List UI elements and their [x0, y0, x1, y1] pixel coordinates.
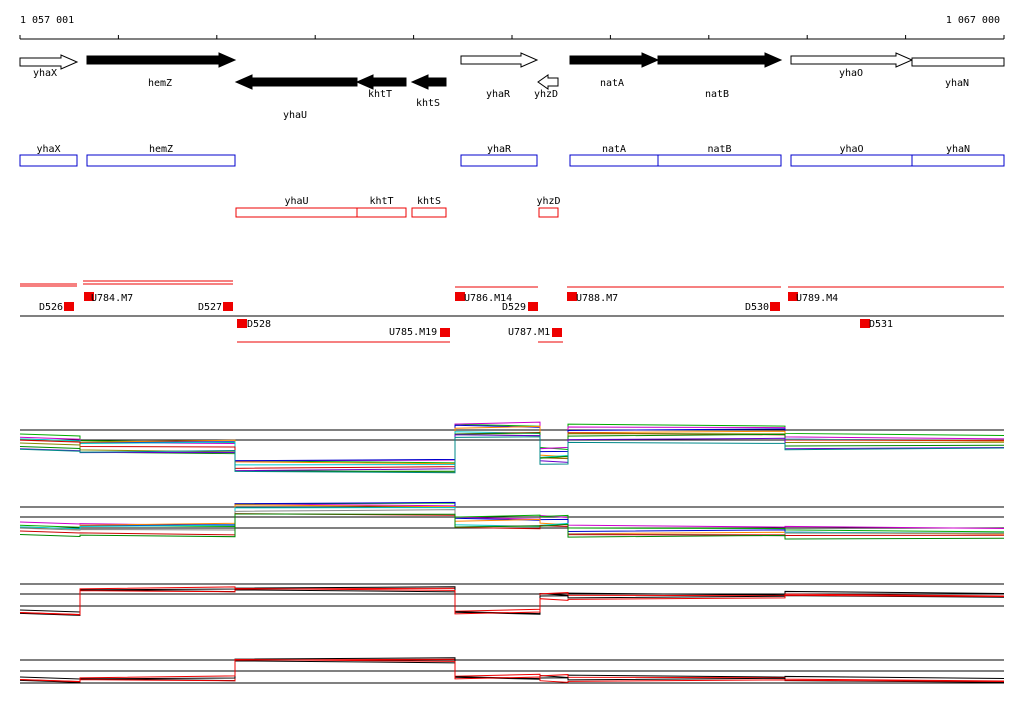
feature-label: D528	[247, 319, 271, 330]
expression-trace	[19, 423, 1005, 464]
feature-mark	[64, 302, 74, 311]
ruler-end: 1 067 000	[946, 15, 1000, 26]
blue-box-label: natA	[602, 144, 626, 155]
expression-trace	[19, 504, 1005, 535]
gene-arrow	[537, 74, 559, 90]
feature-mark	[237, 319, 247, 328]
expression-trace	[19, 503, 1005, 529]
blue-box-label: yhaN	[946, 144, 970, 155]
feature-label: D529	[502, 302, 526, 313]
red-box	[538, 207, 559, 218]
gene-label: hemZ	[148, 78, 172, 89]
feature-mark	[552, 328, 562, 337]
feature-label: D531	[869, 319, 893, 330]
feature-mark	[788, 292, 798, 301]
gene-arrow	[410, 74, 447, 90]
gene-arrow	[234, 74, 358, 90]
expression-trace	[19, 436, 1005, 474]
blue-box	[569, 154, 659, 167]
feature-mark	[528, 302, 538, 311]
feature-mark	[770, 302, 780, 311]
expression-trace	[19, 513, 1005, 540]
expression-trace	[19, 658, 1005, 682]
feature-label: D530	[745, 302, 769, 313]
gene-label: natB	[705, 89, 729, 100]
blue-box	[657, 154, 782, 167]
blue-box-label: natB	[707, 144, 731, 155]
gene-label: yhaU	[283, 110, 307, 121]
gene-arrow	[790, 52, 914, 68]
feature-mark	[455, 292, 465, 301]
gene-label: khtS	[416, 98, 440, 109]
feature-mark	[440, 328, 450, 337]
gene-label: natA	[600, 78, 624, 89]
gene-arrow	[911, 57, 1005, 67]
feature-mark	[84, 292, 94, 301]
blue-box-label: yhaO	[839, 144, 863, 155]
red-box	[356, 207, 407, 218]
gene-arrow	[657, 52, 783, 68]
expression-trace	[19, 587, 1005, 615]
feature-mark	[567, 292, 577, 301]
expression-trace	[19, 589, 1005, 615]
ruler-start: 1 057 001	[20, 15, 74, 26]
blue-box	[911, 154, 1005, 167]
feature-mark	[223, 302, 233, 311]
gene-arrow	[460, 52, 539, 68]
blue-box	[790, 154, 913, 167]
expression-trace	[19, 509, 1005, 537]
gene-label: yhaN	[945, 78, 969, 89]
feature-label: D527	[198, 302, 222, 313]
red-box-label: yhaU	[284, 196, 308, 207]
red-box	[235, 207, 358, 218]
gene-label: yhaR	[486, 89, 511, 100]
blue-box	[19, 154, 78, 167]
gene-label: yhzD	[534, 89, 558, 100]
gene-arrow	[86, 52, 237, 68]
gene-label: yhaX	[33, 68, 57, 79]
expression-trace	[19, 425, 1005, 465]
feature-label: U784.M7	[91, 293, 133, 304]
feature-label: U789.M4	[796, 293, 838, 304]
blue-box	[460, 154, 538, 167]
gene-arrow	[19, 54, 79, 70]
expression-trace	[19, 586, 1005, 616]
gene-label: khtT	[368, 89, 392, 100]
gene-label: yhaO	[839, 68, 863, 79]
red-box-label: khtT	[369, 196, 393, 207]
blue-box-label: yhaR	[487, 144, 512, 155]
gene-arrow	[569, 52, 660, 68]
blue-box	[86, 154, 236, 167]
feature-label: U787.M1	[508, 327, 550, 338]
expression-trace	[19, 658, 1005, 683]
red-box-label: yhzD	[536, 196, 560, 207]
feature-label: U785.M19	[389, 327, 437, 338]
blue-box-label: yhaX	[36, 144, 60, 155]
feature-label: U786.M14	[464, 293, 512, 304]
expression-trace	[19, 434, 1005, 472]
expression-trace	[19, 513, 1005, 537]
feature-mark	[860, 319, 870, 328]
gene-arrow	[355, 74, 407, 90]
feature-label: D526	[39, 302, 63, 313]
red-box-label: khtS	[417, 196, 441, 207]
red-box	[411, 207, 447, 218]
feature-label: U788.M7	[576, 293, 618, 304]
blue-box-label: hemZ	[149, 144, 173, 155]
